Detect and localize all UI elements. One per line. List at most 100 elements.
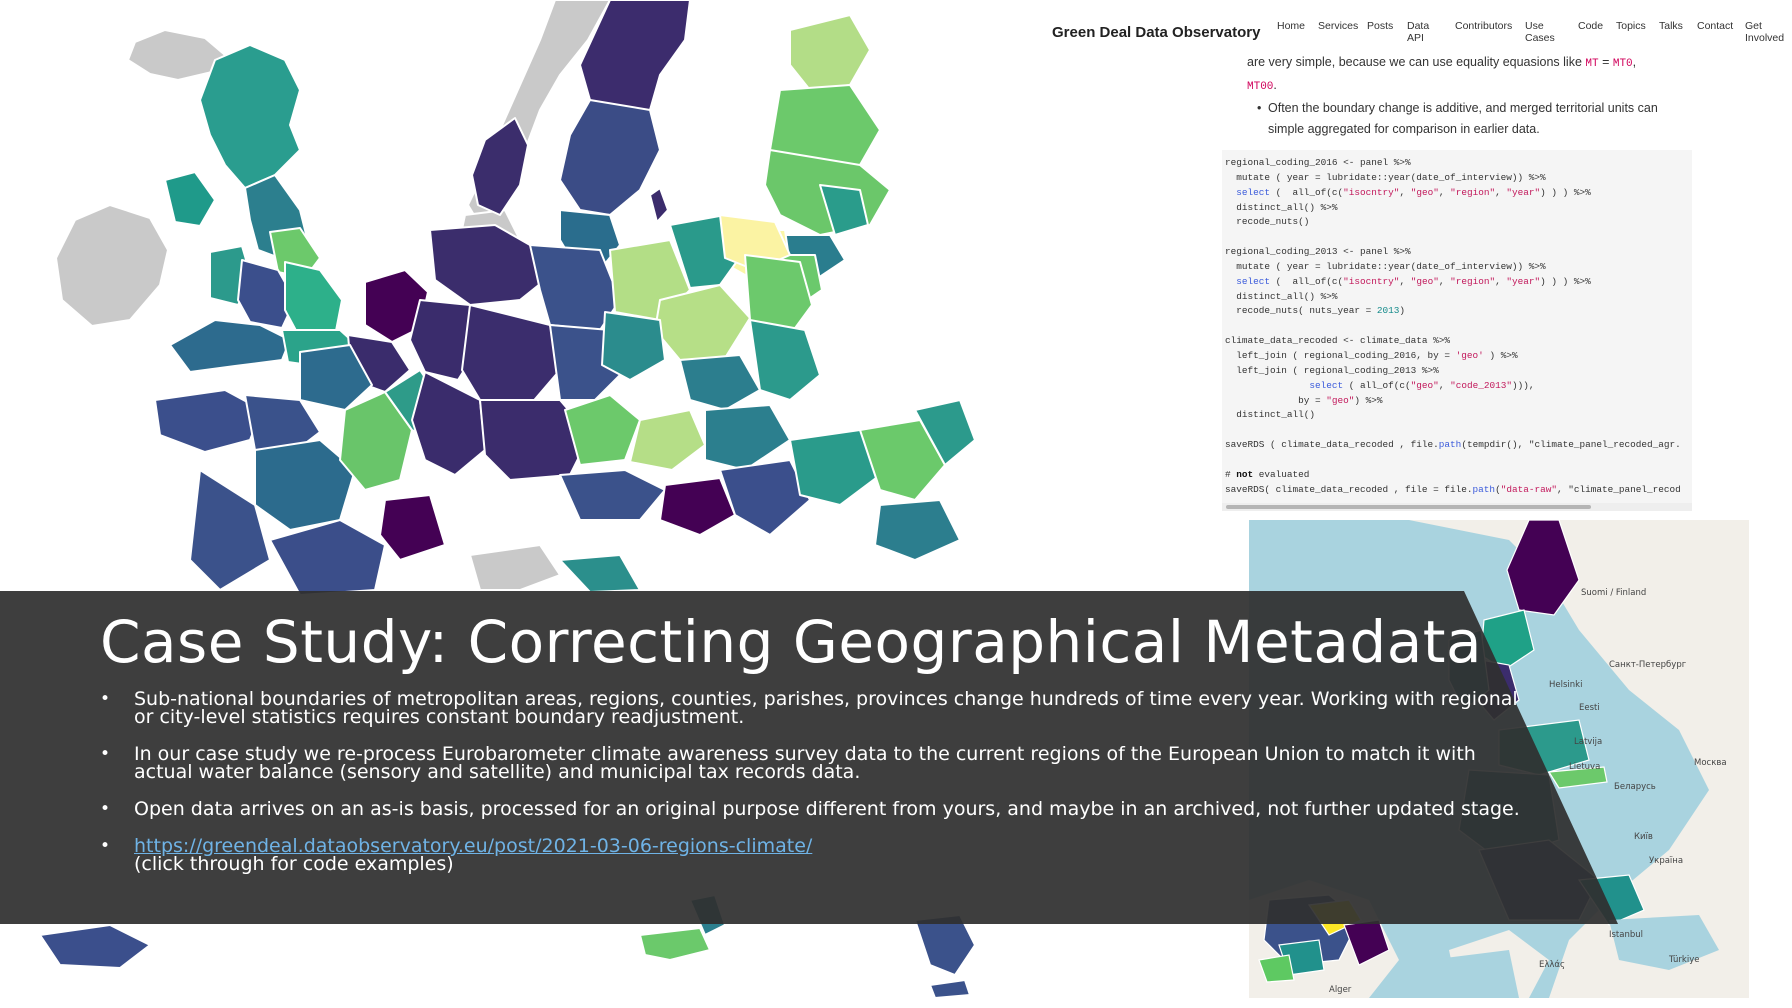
code-line: regional_coding_2013 <- panel %>% xyxy=(1225,246,1411,258)
inline-code: MT xyxy=(1585,58,1599,70)
nav-contributors[interactable]: Contributors xyxy=(1455,20,1513,32)
caption-bullets: Sub-national boundaries of metropolitan … xyxy=(100,690,1520,892)
map-label-greece: Ελλάς xyxy=(1539,960,1566,970)
region-italy-ne xyxy=(559,554,641,593)
code-line: select ( all_of(c("isocntry", "geo", "re… xyxy=(1236,186,1591,198)
region-france-se xyxy=(379,494,446,561)
region-sweden-mid xyxy=(559,99,661,216)
nav-posts[interactable]: Posts xyxy=(1367,20,1394,32)
region-germany-center xyxy=(461,304,561,406)
region-austria-east xyxy=(659,477,736,536)
code-line: mutate ( year = lubridate::year(date_of_… xyxy=(1225,260,1546,272)
region-scotland-south xyxy=(164,171,216,227)
map-label-lietuva: Lietuva xyxy=(1569,762,1601,772)
europe-choropleth-map xyxy=(39,0,976,999)
region-greece xyxy=(914,914,976,976)
region-bulgaria xyxy=(874,499,961,561)
region-france-brittany xyxy=(154,389,263,453)
region-france-south xyxy=(269,519,386,596)
region-france-north xyxy=(299,344,373,411)
map-label-saint-petersburg: Санкт-Петербург xyxy=(1609,660,1687,670)
region-czechia-west xyxy=(564,394,641,466)
region-denmark xyxy=(471,117,529,216)
code-lines: regional_coding_2016 <- panel %>% mutate… xyxy=(1225,156,1681,497)
code-line: recode_nuts() xyxy=(1225,216,1310,228)
slide-title: Case Study: Correcting Geographical Meta… xyxy=(100,608,1483,676)
code-line xyxy=(1225,319,1681,334)
region-england-east xyxy=(284,261,343,339)
nav-talks[interactable]: Talks xyxy=(1659,20,1683,32)
nav-code[interactable]: Code xyxy=(1578,20,1604,32)
region-poland-east xyxy=(744,254,813,336)
nav-use-cases[interactable]: Use Cases xyxy=(1525,20,1555,44)
code-line: left_join ( regional_coding_2013 %>% xyxy=(1225,364,1439,376)
region-poland-se xyxy=(749,319,821,401)
code-line: distinct_all() xyxy=(1225,409,1316,421)
nav-get-involved[interactable]: Get Involved xyxy=(1745,20,1785,44)
map-label-belarus: Беларусь xyxy=(1614,782,1656,792)
map-label-finland: Suomi / Finland xyxy=(1581,588,1647,598)
leaflet-region-sweden-north xyxy=(1506,520,1580,616)
leaflet-region-latvia xyxy=(1547,766,1608,789)
region-poland-west xyxy=(601,311,666,381)
code-line: saveRDS ( climate_data_recoded , file.pa… xyxy=(1225,439,1681,451)
site-title[interactable]: Green Deal Data Observatory xyxy=(1052,24,1261,41)
region-finland-north xyxy=(789,14,871,91)
region-gotland xyxy=(649,187,669,223)
article-paragraph: are very simple, because we can use equa… xyxy=(1247,55,1637,93)
code-line: mutate ( year = lubridate::year(date_of_… xyxy=(1225,171,1546,183)
region-slovakia xyxy=(704,404,791,471)
caption-bullet: In our case study we re-process Eurobaro… xyxy=(100,745,1520,782)
region-france-sw xyxy=(189,469,271,591)
region-romania-east xyxy=(859,419,946,501)
nav-topics[interactable]: Topics xyxy=(1616,20,1646,32)
region-greece-crete xyxy=(929,979,971,999)
region-poland-south xyxy=(679,354,761,411)
code-scrollbar[interactable] xyxy=(1222,503,1692,511)
code-line: climate_data_recoded <- climate_data %>% xyxy=(1225,335,1451,347)
nav-services[interactable]: Services xyxy=(1318,20,1359,32)
region-italy-north xyxy=(469,544,561,591)
code-line: regional_coding_2016 <- panel %>% xyxy=(1225,157,1411,168)
scrollbar-thumb[interactable] xyxy=(1226,505,1591,509)
nav-home[interactable]: Home xyxy=(1277,20,1306,32)
region-iberia xyxy=(39,924,151,969)
code-line: recode_nuts( nuts_year = 2013) xyxy=(1225,305,1406,317)
code-block: regional_coding_2016 <- panel %>% mutate… xyxy=(1222,150,1692,510)
map-label-alger: Alger xyxy=(1329,985,1352,995)
code-line: select ( all_of(c("geo", "code_2013"))), xyxy=(1309,379,1535,391)
code-line: by = "geo") %>% xyxy=(1225,394,1383,406)
map-label-eesti: Eesti xyxy=(1579,703,1600,713)
map-label-ukraine: Україна xyxy=(1649,856,1684,866)
map-label-helsinki: Helsinki xyxy=(1549,680,1583,690)
region-moldova xyxy=(914,399,976,466)
nav-data-api[interactable]: Data API xyxy=(1407,20,1430,44)
code-line: # not evaluated xyxy=(1225,468,1310,480)
caption-bullet: Sub-national boundaries of metropolitan … xyxy=(100,690,1520,727)
region-czechia-east xyxy=(629,409,706,471)
map-label-moscow: Москва xyxy=(1694,758,1727,768)
map-label-kyiv: Київ xyxy=(1634,832,1653,842)
caption-bullet: Open data arrives on an as-is basis, pro… xyxy=(100,800,1520,819)
nav-contact[interactable]: Contact xyxy=(1697,20,1734,32)
article-text: are very simple, because we can use equa… xyxy=(1247,52,1697,140)
region-england-sw xyxy=(169,319,291,373)
map-label-latvija: Latvija xyxy=(1574,737,1603,747)
region-scotland xyxy=(199,44,301,189)
region-england-mid xyxy=(237,259,296,329)
leaflet-region-iberia-e xyxy=(1258,954,1295,983)
region-austria xyxy=(559,469,666,521)
code-line: saveRDS( climate_data_recoded , file = f… xyxy=(1225,483,1681,495)
inline-code: MT00 xyxy=(1247,81,1274,93)
region-finland-s2 xyxy=(819,184,869,236)
region-hungary xyxy=(719,459,811,536)
site-navbar: Green Deal Data Observatory Home Service… xyxy=(1022,0,1792,60)
code-line: select ( all_of(c("isocntry", "geo", "re… xyxy=(1236,275,1591,287)
article-bullet: Often the boundary change is additive, a… xyxy=(1247,98,1697,140)
code-line xyxy=(1225,423,1681,438)
map-label-turkiye: Türkiye xyxy=(1669,955,1700,965)
article-link[interactable]: https://greendeal.dataobservatory.eu/pos… xyxy=(134,835,813,857)
code-line xyxy=(1225,453,1681,468)
inline-code: MT0 xyxy=(1612,58,1633,70)
